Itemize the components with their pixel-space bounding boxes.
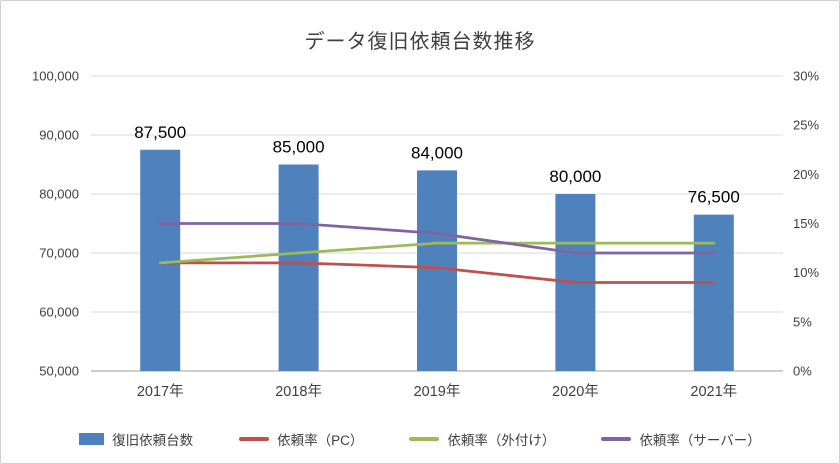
legend-label-bars: 復旧依頼台数 [112,433,194,448]
legend-item-line-2: 依頼率（サーバー） [601,429,761,449]
right-axis-tick-label: 10% [793,265,819,280]
legend-swatch-bars [79,433,105,445]
right-axis-tick-label: 25% [793,118,819,133]
left-axis-tick-label: 50,000 [39,364,79,379]
line-series [158,261,716,284]
bar [693,214,734,371]
x-axis-category-label: 2017年 [137,383,184,400]
right-axis-tick-label: 5% [793,314,812,329]
line-series [158,241,716,265]
bar [417,170,457,371]
x-axis-category-label: 2021年 [690,383,737,400]
legend-item-bars: 復旧依頼台数 [79,429,193,449]
x-axis-category-label: 2018年 [275,383,322,400]
left-axis-tick-label: 70,000 [39,246,79,261]
legend-label-line-2: 依頼率（サーバー） [639,433,761,448]
legend-item-line-0: 依頼率（PC） [239,429,363,449]
legend-item-line-1: 依頼率（外付け） [409,429,555,449]
bar-data-label: 80,000 [549,167,601,186]
legend-swatch-line-1 [409,437,440,441]
legend-label-line-1: 依頼率（外付け） [447,433,556,448]
x-axis-category-label: 2019年 [414,383,461,400]
left-axis-tick-label: 100,000 [32,69,79,84]
legend-swatch-line-2 [601,437,632,441]
bar [140,149,181,371]
legend-swatch-line-0 [239,437,270,441]
bar-data-label: 87,500 [134,123,186,142]
x-axis-category-label: 2020年 [552,383,599,400]
right-axis-tick-label: 20% [793,167,819,182]
bar-data-label: 84,000 [411,143,463,162]
right-axis-tick-label: 30% [793,69,819,84]
chart-legend: 復旧依頼台数 依頼率（PC） 依頼率（外付け） 依頼率（サーバー） [1,429,839,449]
trend-chart: 100,000 90,000 80,000 70,000 60,000 50,000 30%… [32,69,819,401]
chart-title: データ復旧依頼台数推移 [304,31,536,53]
left-axis-tick-label: 80,000 [39,187,79,202]
line-series [158,222,716,255]
right-axis-tick-label: 0% [793,364,812,379]
right-axis-tick-label: 15% [793,216,819,231]
left-axis-tick-label: 90,000 [39,128,79,143]
legend-label-line-0: 依頼率（PC） [277,433,364,448]
left-axis-tick-label: 60,000 [39,305,79,320]
bar-data-label: 85,000 [273,138,325,157]
bar [278,164,319,371]
bar-data-label: 76,500 [688,188,740,207]
